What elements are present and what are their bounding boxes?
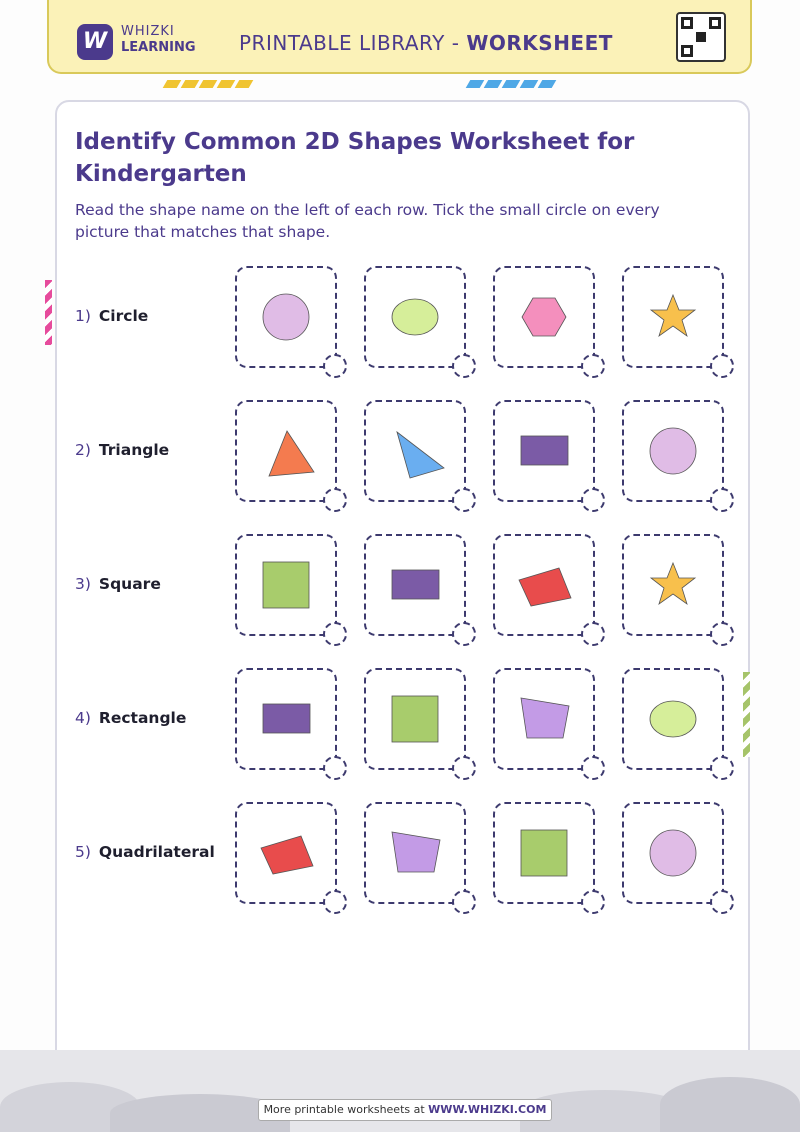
worksheet-instructions: Read the shape name on the left of each … — [75, 201, 660, 241]
tick-circle[interactable] — [323, 622, 347, 646]
tick-circle[interactable] — [452, 622, 476, 646]
shape-card — [364, 400, 476, 512]
header-banner: W WHIZKI LEARNING PRINTABLE LIBRARY - WO… — [47, 0, 752, 74]
shape-card — [493, 534, 605, 646]
tick-circle[interactable] — [581, 488, 605, 512]
tick-circle[interactable] — [323, 354, 347, 378]
shape-card — [235, 802, 347, 914]
circle-shape — [649, 427, 697, 475]
brand-line-1: WHIZKI — [121, 24, 175, 39]
brand-name: WHIZKI LEARNING — [121, 24, 196, 56]
row-shape-name: Triangle — [98, 441, 170, 459]
pink-side-deco — [45, 280, 52, 345]
tick-circle[interactable] — [581, 354, 605, 378]
qr-code-icon[interactable] — [676, 12, 726, 62]
quadrilateral-red-shape — [518, 567, 572, 607]
tick-circle[interactable] — [710, 756, 734, 780]
brand-line-2: LEARNING — [121, 40, 196, 55]
tick-circle[interactable] — [323, 890, 347, 914]
quadrilateral-red-shape — [260, 835, 314, 875]
rectangle-purple-shape — [520, 435, 569, 466]
footer-scene — [0, 1050, 800, 1132]
tick-circle[interactable] — [323, 756, 347, 780]
tick-circle[interactable] — [710, 488, 734, 512]
tick-circle[interactable] — [581, 756, 605, 780]
row-label: 1) Circle — [75, 307, 148, 325]
tick-circle[interactable] — [581, 622, 605, 646]
shape-card — [364, 668, 476, 780]
circle-shape — [649, 829, 697, 877]
square-green-shape — [391, 695, 439, 743]
shape-card — [235, 266, 347, 378]
triangle-orange-shape — [268, 430, 315, 477]
header-title: PRINTABLE LIBRARY - WORKSHEET — [239, 31, 613, 55]
row-label: 4) Rectangle — [75, 709, 186, 727]
shape-card — [364, 802, 476, 914]
shape-card — [493, 802, 605, 914]
square-green-shape — [262, 561, 310, 609]
row-shape-name: Quadrilateral — [98, 843, 215, 861]
tick-circle[interactable] — [710, 622, 734, 646]
footer-url[interactable]: WWW.WHIZKI.COM — [428, 1103, 547, 1116]
row-number: 5) — [75, 843, 91, 861]
row-shape-name: Circle — [98, 307, 149, 325]
tick-circle[interactable] — [452, 354, 476, 378]
star-shape — [649, 561, 697, 606]
star-shape — [649, 293, 697, 338]
row-number: 3) — [75, 575, 91, 593]
header-title-bold: WORKSHEET — [466, 31, 613, 55]
tick-circle[interactable] — [581, 890, 605, 914]
tick-circle[interactable] — [452, 890, 476, 914]
row-number: 4) — [75, 709, 91, 727]
oval-shape — [649, 700, 697, 738]
shape-card — [493, 266, 605, 378]
shape-card — [364, 534, 476, 646]
hexagon-shape — [521, 297, 567, 337]
row-label: 3) Square — [75, 575, 161, 593]
footer-link[interactable]: More printable worksheets at WWW.WHIZKI.… — [258, 1099, 552, 1121]
tick-circle[interactable] — [452, 756, 476, 780]
rectangle-purple-shape — [262, 703, 311, 734]
shape-card — [622, 266, 734, 378]
rectangle-purple-shape — [391, 569, 440, 600]
shape-card — [364, 266, 476, 378]
row-shape-name: Square — [98, 575, 161, 593]
row-label: 5) Quadrilateral — [75, 843, 215, 861]
shape-card — [235, 400, 347, 512]
shape-card — [235, 668, 347, 780]
tick-circle[interactable] — [452, 488, 476, 512]
shape-card — [622, 400, 734, 512]
tick-circle[interactable] — [710, 890, 734, 914]
shape-card — [493, 400, 605, 512]
row-number: 1) — [75, 307, 91, 325]
footer-text: More printable worksheets at — [263, 1103, 429, 1116]
square-green-shape — [520, 829, 568, 877]
tick-circle[interactable] — [323, 488, 347, 512]
header-title-prefix: PRINTABLE LIBRARY - — [239, 31, 467, 55]
green-side-deco — [743, 672, 750, 757]
row-shape-name: Rectangle — [98, 709, 187, 727]
shape-card — [235, 534, 347, 646]
triangle-blue-shape — [396, 430, 445, 479]
trapezoid-violet-shape — [520, 697, 570, 739]
row-number: 2) — [75, 441, 91, 459]
row-label: 2) Triangle — [75, 441, 169, 459]
oval-shape — [391, 298, 439, 336]
blue-stripe-deco — [465, 80, 557, 90]
tick-circle[interactable] — [710, 354, 734, 378]
shape-card — [622, 668, 734, 780]
whizki-logo-icon: W — [77, 24, 113, 60]
worksheet-title: Identify Common 2D Shapes Worksheet for … — [75, 129, 635, 187]
shape-card — [493, 668, 605, 780]
yellow-stripe-deco — [162, 80, 254, 90]
shape-card — [622, 534, 734, 646]
shape-card — [622, 802, 734, 914]
circle-shape — [262, 293, 310, 341]
trapezoid-violet-shape — [391, 831, 441, 873]
